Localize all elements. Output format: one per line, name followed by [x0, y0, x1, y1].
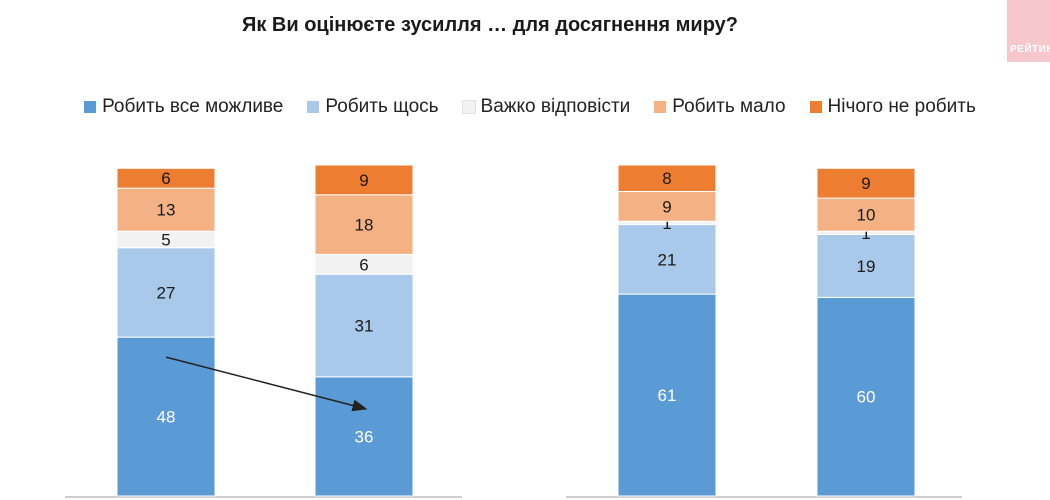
legend-label: Робить мало: [672, 96, 786, 117]
legend-label: Важко відповісти: [480, 96, 631, 117]
bar-segment: [314, 376, 414, 497]
data-label: 1: [861, 224, 870, 243]
chart-title: Як Ви оцінюєте зусилля … для досягнення …: [241, 14, 739, 36]
bar-segment: [816, 197, 916, 232]
bar-segment: [314, 273, 414, 378]
legend-item: Робить все можливе: [84, 96, 283, 118]
legend-item: Робить мало: [654, 96, 786, 118]
legend-item: Нічого не робить: [809, 96, 976, 118]
trend-arrow: [165, 356, 368, 412]
legend-item: Важко відповісти: [461, 96, 631, 118]
data-label: 27: [157, 283, 176, 302]
data-label: 9: [662, 197, 671, 216]
bar-segment: [617, 190, 717, 222]
rating-logo-text: РЕЙТИНГ: [1010, 44, 1050, 55]
data-label: 6: [359, 255, 368, 274]
data-label: 21: [658, 250, 677, 269]
chart-legend: Робить все можливе Робить щось Важко від…: [30, 94, 1030, 120]
data-label: 10: [857, 206, 876, 225]
bar-segment: [314, 194, 414, 255]
legend-swatch: [307, 101, 320, 113]
bar-segment: [816, 167, 916, 199]
legend-swatch: [809, 101, 822, 113]
legend-swatch: [84, 101, 97, 113]
data-label: 36: [355, 427, 374, 446]
bar-segment: [314, 164, 414, 196]
legend-label: Робить все можливе: [102, 96, 284, 117]
data-label: 9: [861, 174, 870, 193]
data-label: 60: [857, 388, 876, 407]
data-label: 18: [355, 216, 374, 235]
data-label: 31: [355, 317, 374, 336]
legend-swatch: [654, 101, 667, 113]
data-label: 6: [161, 169, 170, 188]
bar-segment: [617, 293, 717, 497]
data-label: 5: [161, 230, 170, 249]
bar-segment: [816, 234, 916, 298]
data-label: 13: [157, 201, 176, 220]
rating-logo: РЕЙТИНГ: [1007, 0, 1050, 62]
bar-segment: [816, 296, 916, 497]
legend-label: Робить щось: [325, 96, 439, 117]
bar-segment: [116, 167, 216, 189]
bar-segment: [617, 164, 717, 192]
legend-swatch: [461, 100, 476, 114]
legend-item: Робить щось: [307, 96, 439, 118]
data-label: 8: [662, 169, 671, 188]
data-label: 9: [359, 171, 368, 190]
data-label: 1: [662, 214, 671, 233]
data-label: 61: [658, 386, 677, 405]
data-label: 48: [157, 408, 176, 427]
legend-label: Нічого не робить: [827, 96, 976, 117]
bar-segment: [116, 187, 216, 232]
data-label: 19: [857, 257, 876, 276]
bar-segment: [116, 247, 216, 338]
bar-segment: [116, 336, 216, 497]
